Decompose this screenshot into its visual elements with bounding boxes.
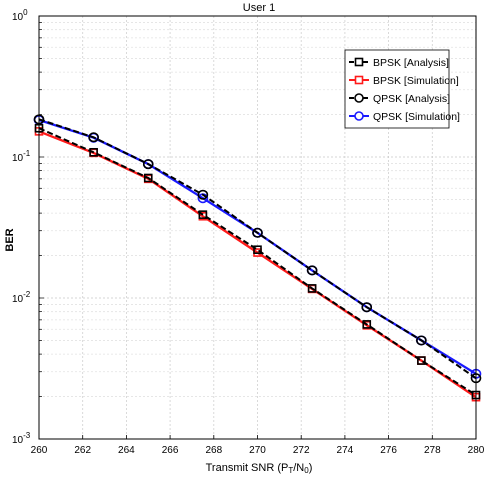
data-point <box>88 132 99 143</box>
y-axis-title: BER <box>4 228 16 251</box>
legend: BPSK [Analysis] BPSK [Simulation] QPSK [An… <box>344 49 460 129</box>
y-tick-label: 10-1 <box>12 149 31 164</box>
x-axis-title: Transmit SNR (PT/N0) <box>206 462 313 475</box>
legend-item: BPSK [Analysis] <box>349 57 449 69</box>
x-tick-label: 272 <box>293 445 310 456</box>
data-point <box>362 320 372 329</box>
chart-title: User 1 <box>243 2 275 14</box>
data-point <box>142 159 154 170</box>
x-tick-label: 274 <box>337 445 354 456</box>
data-point <box>361 302 373 313</box>
data-point <box>253 245 262 255</box>
data-point <box>417 356 426 365</box>
legend-item: QPSK [Simulation] <box>349 111 460 123</box>
legend-item: QPSK [Analysis] <box>349 93 450 105</box>
y-tick-label: 10-2 <box>12 290 31 305</box>
series-line <box>38 118 477 380</box>
legend-label: QPSK [Simulation] <box>373 111 460 123</box>
data-point <box>416 335 427 346</box>
data-point <box>307 284 317 293</box>
x-tick-label: 266 <box>162 445 179 456</box>
data-point <box>198 210 208 219</box>
legend-label: QPSK [Analysis] <box>373 93 450 105</box>
series-line <box>38 127 477 396</box>
x-tick-label: 276 <box>380 445 397 456</box>
y-tick-label: 100 <box>12 8 28 23</box>
legend-marker <box>354 75 364 85</box>
x-tick-label: 260 <box>31 445 48 456</box>
legend-marker <box>354 93 364 103</box>
legend-label: BPSK [Simulation] <box>373 75 459 87</box>
data-point <box>89 147 98 157</box>
data-point <box>197 189 209 200</box>
y-axis-ticks: 100 10-1 10-2 10-3 <box>12 8 44 446</box>
y-tick-label: 10-3 <box>12 431 31 446</box>
x-tick-label: 270 <box>249 445 266 456</box>
x-tick-label: 262 <box>74 445 91 456</box>
data-point <box>252 227 263 238</box>
x-tick-label: 278 <box>424 445 441 456</box>
data-point <box>306 265 318 276</box>
x-tick-label: 280 <box>468 445 484 456</box>
x-axis-ticks: 260 262 264 266 268 270 272 274 276 278 280 <box>31 435 484 456</box>
legend-item: BPSK [Simulation] <box>349 75 459 87</box>
legend-label: BPSK [Analysis] <box>373 57 449 69</box>
legend-marker <box>354 111 364 121</box>
x-tick-label: 264 <box>118 445 135 456</box>
series-layer <box>33 114 482 402</box>
legend-marker <box>354 57 364 67</box>
x-tick-label: 268 <box>205 445 222 456</box>
data-point <box>143 173 153 183</box>
